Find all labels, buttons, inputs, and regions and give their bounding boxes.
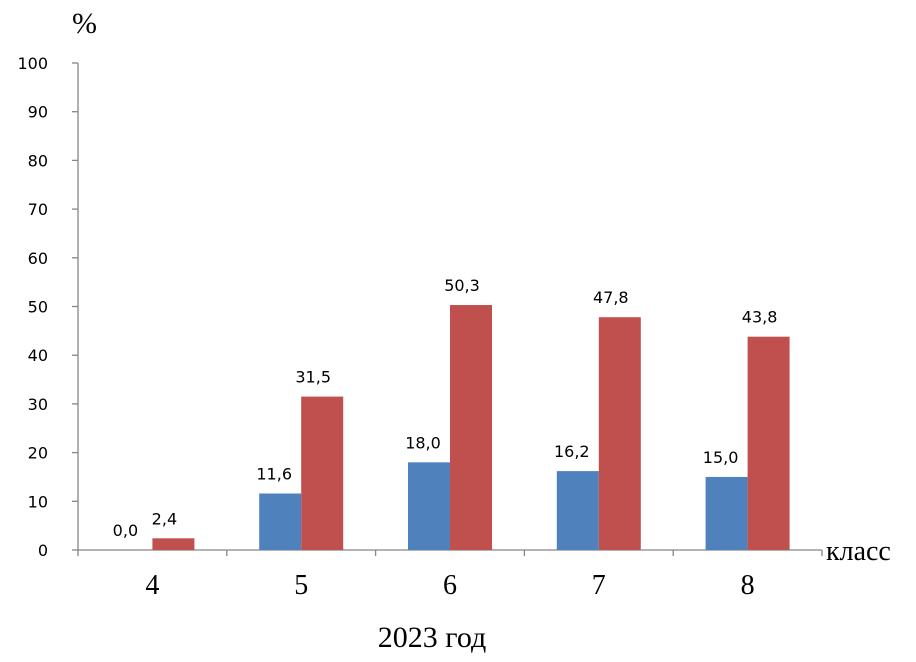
y-tick-label: 0 [38, 541, 48, 560]
bar [301, 396, 344, 550]
x-axis: 4 5 6 7 8 [77, 549, 823, 601]
bars [152, 305, 790, 550]
y-tick-label: 40 [28, 346, 48, 365]
data-label: 18,0 [405, 433, 441, 452]
data-label: 47,8 [593, 288, 629, 307]
y-tick-label: 30 [28, 395, 48, 414]
y-tick-label: 10 [28, 492, 48, 511]
bar [556, 471, 599, 550]
bar [408, 462, 450, 550]
y-tick-label: 20 [28, 444, 48, 463]
data-label: 11,6 [256, 465, 292, 484]
bar [598, 317, 641, 550]
data-label: 43,8 [742, 308, 778, 327]
x-tick-label: 7 [592, 570, 606, 601]
data-label: 2,4 [152, 509, 177, 528]
data-labels: 0,0 11,6 18,0 16,2 15,0 2,4 31,5 50,3 47,8 43,8 [113, 276, 778, 540]
bar [747, 336, 790, 550]
y-axis-label: % [72, 7, 97, 40]
data-label: 15,0 [703, 448, 739, 467]
bar [450, 305, 492, 550]
data-label: 0,0 [113, 521, 138, 540]
y-tick-label: 100 [17, 54, 48, 73]
bar [705, 476, 748, 550]
x-tick-label: 5 [294, 570, 308, 601]
y-tick-label: 50 [28, 298, 48, 317]
y-tick-label: 90 [28, 103, 48, 122]
data-label: 16,2 [554, 442, 590, 461]
x-axis-label: класс [826, 536, 891, 567]
data-label: 31,5 [295, 368, 331, 387]
data-label: 50,3 [444, 276, 480, 295]
y-axis: 0 10 20 30 40 50 60 70 80 90 100 [17, 54, 79, 560]
bar [152, 538, 195, 550]
y-tick-label: 70 [28, 200, 48, 219]
y-tick-label: 80 [28, 151, 48, 170]
x-tick-label: 8 [741, 570, 755, 601]
x-tick-label: 4 [145, 570, 159, 601]
x-tick-label: 6 [443, 570, 457, 601]
bar [259, 493, 302, 550]
y-tick-label: 60 [28, 249, 48, 268]
chart-caption: 2023 год [378, 621, 486, 654]
